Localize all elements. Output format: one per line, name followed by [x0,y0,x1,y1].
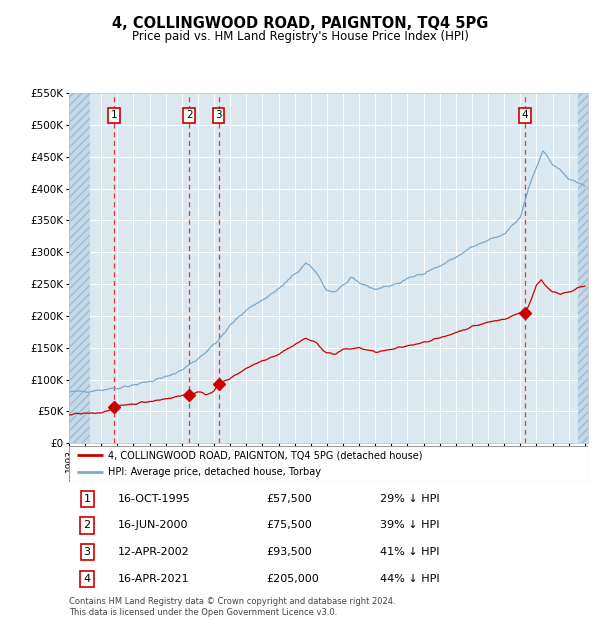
Text: 41% ↓ HPI: 41% ↓ HPI [380,547,440,557]
Bar [578,93,589,443]
Text: 2: 2 [83,520,91,531]
Text: 1: 1 [110,110,117,120]
Text: 3: 3 [215,110,222,120]
Text: £57,500: £57,500 [266,494,312,504]
Text: 4: 4 [521,110,528,120]
Text: 4, COLLINGWOOD ROAD, PAIGNTON, TQ4 5PG (detached house): 4, COLLINGWOOD ROAD, PAIGNTON, TQ4 5PG (… [108,450,422,461]
Text: 44% ↓ HPI: 44% ↓ HPI [380,574,440,584]
Text: 1: 1 [83,494,91,504]
Text: 16-APR-2021: 16-APR-2021 [118,574,190,584]
Text: 16-JUN-2000: 16-JUN-2000 [118,520,189,531]
Text: 39% ↓ HPI: 39% ↓ HPI [380,520,440,531]
Text: £93,500: £93,500 [266,547,312,557]
Text: 29% ↓ HPI: 29% ↓ HPI [380,494,440,504]
Text: 16-OCT-1995: 16-OCT-1995 [118,494,191,504]
Text: 3: 3 [83,547,91,557]
Text: 4, COLLINGWOOD ROAD, PAIGNTON, TQ4 5PG: 4, COLLINGWOOD ROAD, PAIGNTON, TQ4 5PG [112,16,488,30]
Text: £75,500: £75,500 [266,520,312,531]
Text: 12-APR-2002: 12-APR-2002 [118,547,190,557]
Text: 2: 2 [186,110,193,120]
Text: Price paid vs. HM Land Registry's House Price Index (HPI): Price paid vs. HM Land Registry's House … [131,30,469,43]
Text: 4: 4 [83,574,91,584]
Text: Contains HM Land Registry data © Crown copyright and database right 2024.
This d: Contains HM Land Registry data © Crown c… [69,598,395,617]
Text: HPI: Average price, detached house, Torbay: HPI: Average price, detached house, Torb… [108,467,321,477]
Text: £205,000: £205,000 [266,574,319,584]
Bar [69,93,90,443]
